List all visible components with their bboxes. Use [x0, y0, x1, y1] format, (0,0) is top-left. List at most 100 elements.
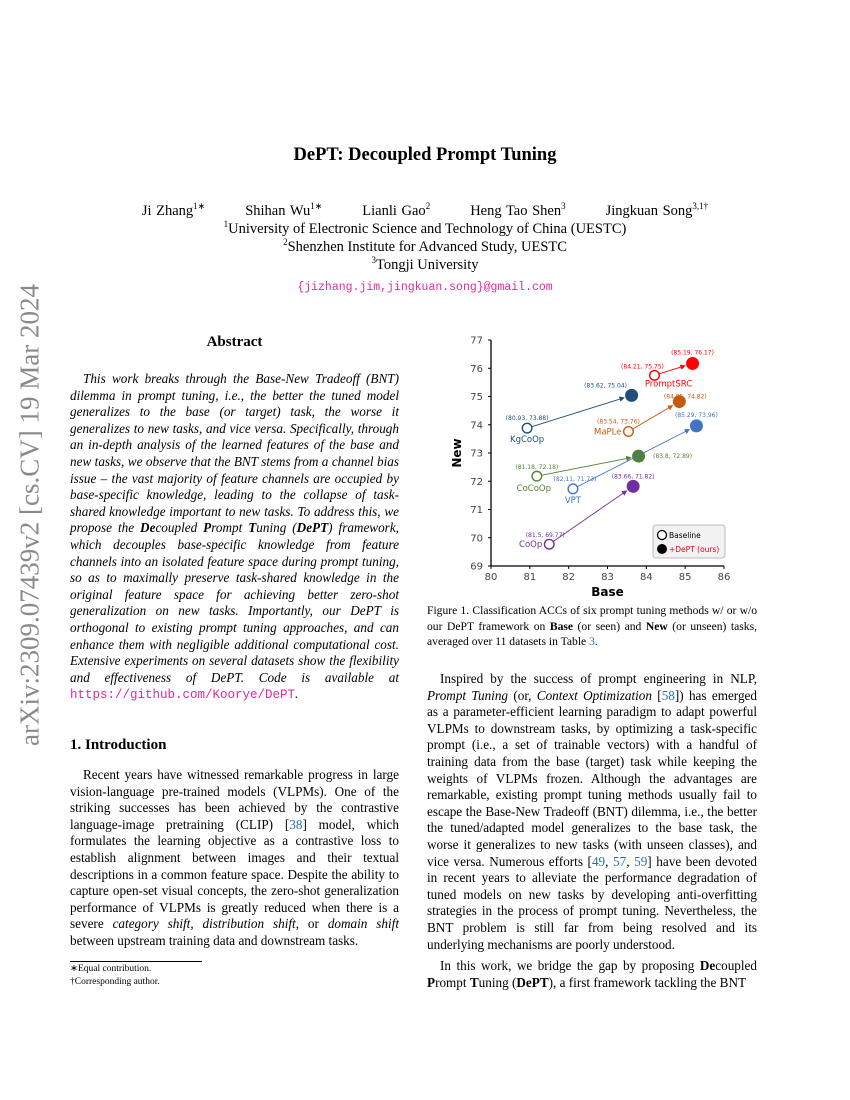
x-tick-label: 81: [523, 572, 536, 583]
legend-baseline-label: Baseline: [669, 531, 701, 540]
y-tick-label: 72: [470, 477, 483, 488]
citation-link[interactable]: 59: [634, 853, 648, 869]
footnote-corresponding: †Corresponding author.: [70, 977, 160, 987]
text-span: rompt: [211, 520, 249, 536]
y-tick-label: 76: [470, 364, 483, 375]
method-name-label: CoOp: [519, 540, 542, 550]
text-span: This work breaks through the Base-New Tr…: [70, 371, 399, 536]
footnotes: ∗Equal contribution. †Corresponding auth…: [70, 963, 160, 989]
x-tick-label: 80: [485, 572, 498, 583]
paragraph: In this work, we bridge the gap by propo…: [427, 958, 757, 991]
right-paragraph-2: In this work, we bridge the gap by propo…: [427, 958, 757, 991]
text-span: domain shift: [327, 916, 399, 932]
paper-title: DePT: Decoupled Prompt Tuning: [293, 145, 557, 165]
arrow-kgcoop: [531, 396, 625, 428]
arrow-coop: [553, 490, 628, 542]
dept-point-cocoop: [632, 449, 646, 463]
figure-1-chart: 80 81 82 83 84 85 86 69 70 71 72 73 74 75 76 77 Base New (…: [450, 336, 731, 600]
arrow-promptsrc: [659, 364, 686, 375]
footnote-equal: ∗Equal contribution.: [70, 964, 152, 974]
dept-value-label: (84.85, 74.82): [664, 394, 707, 401]
baseline-point-maple: [622, 426, 634, 438]
figure-caption: Figure 1. Classification ACCs of six pro…: [427, 603, 757, 650]
text-span: P: [203, 520, 212, 536]
text-span: ]) has emerged as a parameter-efficient …: [427, 687, 757, 869]
text-span: ,: [626, 853, 635, 869]
y-tick-label: 70: [470, 533, 483, 544]
baseline-point-kgcoop: [521, 422, 533, 434]
baseline-value-label: (81.18, 72.18): [515, 464, 558, 471]
dept-value-label: (83.62, 75.04): [584, 382, 627, 389]
baseline-value-label: (80.93, 73.88): [506, 415, 549, 422]
baseline-value-label: (81.5, 69.77): [526, 532, 565, 539]
arrow-vpt: [577, 429, 691, 488]
author: Ji Zhang1∗: [141, 201, 206, 219]
citation-link[interactable]: 57: [613, 853, 627, 869]
affiliation: 1University of Electronic Science and Te…: [223, 219, 627, 237]
text-span: (or,: [508, 687, 537, 703]
dept-point-vpt: [689, 419, 703, 433]
text-span: Recent years have witnessed remarkable p…: [70, 767, 399, 832]
paragraph: Figure 1. Classification ACCs of six pro…: [427, 603, 757, 650]
y-tick-label: 74: [470, 420, 483, 431]
text-span: (or seen) and: [573, 619, 646, 633]
baseline-point-cocoop: [531, 470, 543, 482]
code-url-link[interactable]: https://github.com/Koorye/DePT: [70, 688, 296, 703]
text-span: distribution shift: [202, 916, 296, 932]
intro-paragraph: Recent years have witnessed remarkable p…: [70, 767, 399, 950]
dept-value-label: (85.19, 76.17): [671, 349, 714, 356]
x-tick-label: 84: [640, 572, 653, 583]
legend-dept-marker: [657, 544, 667, 554]
text-span: De: [699, 958, 716, 973]
text-span: Base: [549, 619, 574, 633]
text-span: ,: [190, 916, 203, 932]
author: Shihan Wu1∗: [245, 201, 323, 219]
text-span: , or: [295, 916, 328, 932]
method-name-label: MaPLe: [594, 428, 621, 438]
text-span: ), a first framework tackling the BNT: [548, 974, 747, 990]
text-span: rompt: [435, 974, 470, 990]
right-paragraph-1: Inspired by the success of prompt engine…: [427, 671, 757, 953]
baseline-value-label: (84.21, 75.75): [621, 363, 664, 370]
baseline-point-vpt: [567, 483, 579, 495]
legend-baseline-marker: [656, 529, 668, 541]
paragraph: Recent years have witnessed remarkable p…: [70, 767, 399, 950]
method-name-label: KgCoOp: [510, 435, 544, 445]
dept-point-kgcoop: [625, 388, 639, 402]
abstract-heading: Abstract: [206, 334, 263, 350]
arrow-maple: [632, 405, 674, 430]
paragraph: Inspired by the success of prompt engine…: [427, 671, 757, 953]
citation-link[interactable]: 58: [661, 687, 675, 703]
text-span: .: [594, 635, 598, 648]
author-list: Ji Zhang1∗ Shihan Wu1∗ Lianli Gao2 Heng Tao…: [0, 201, 850, 220]
y-tick-label: 69: [470, 562, 483, 573]
arrow-cocoop: [541, 455, 632, 476]
text-span: T: [469, 974, 479, 990]
text-span: category shift: [112, 916, 191, 932]
baseline-point-coop: [543, 538, 555, 550]
dept-point-promptsrc: [686, 356, 700, 370]
method-name-label: CoCoOp: [517, 484, 551, 494]
dept-value-label: (83.66, 71.82): [612, 473, 655, 480]
dept-value-label: (83.8, 72.89): [653, 453, 692, 460]
citation-link[interactable]: 49: [591, 853, 606, 869]
y-axis-label: New: [450, 438, 464, 467]
text-span: P: [427, 974, 436, 990]
citation-link[interactable]: 38: [289, 816, 303, 832]
text-span: DePT: [296, 520, 329, 536]
text-span: between upstream training data and downs…: [70, 932, 359, 948]
paragraph: This work breaks through the Base-New Tr…: [70, 371, 399, 704]
y-tick-label: 71: [470, 505, 483, 516]
baseline-point-promptsrc: [648, 369, 660, 381]
citation-link[interactable]: 3: [589, 635, 595, 648]
text-span: uning (: [478, 974, 517, 990]
affiliation: 3Tongji University: [371, 255, 479, 273]
text-span: ) framework, which decouples base-specif…: [70, 520, 399, 685]
text-span: uning (: [256, 520, 297, 536]
x-tick-label: 86: [718, 572, 731, 583]
text-span: ] have been devoted in recent years to a…: [427, 853, 757, 952]
author-email[interactable]: {jizhang.jim,jingkuan.song}@gmail.com: [297, 281, 553, 294]
legend-dept-label: +DePT (ours): [669, 545, 719, 554]
text-span: (or unseen) tasks, averaged over 11 data…: [427, 619, 757, 649]
text-span: T: [248, 520, 257, 536]
